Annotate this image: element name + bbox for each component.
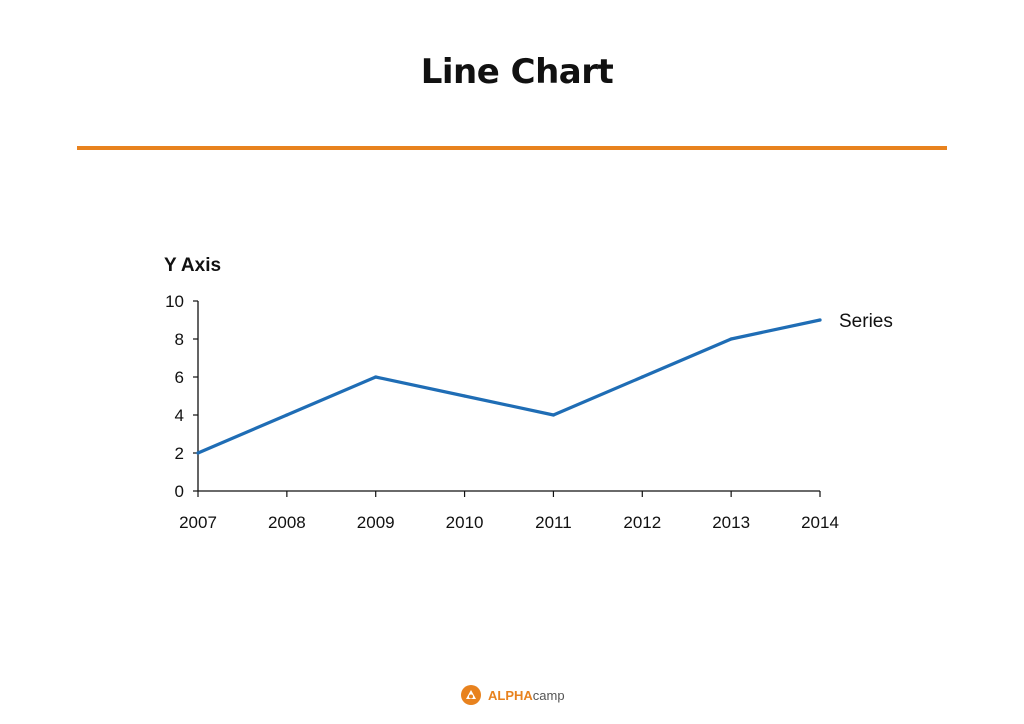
data-point bbox=[462, 394, 467, 398]
series-line bbox=[196, 318, 822, 455]
footer-brand-text: ALPHAcamp bbox=[488, 687, 565, 703]
x-tick-label: 2013 bbox=[712, 513, 750, 532]
y-tick-label: 8 bbox=[175, 330, 184, 349]
x-tick-label: 2009 bbox=[357, 513, 395, 532]
footer-logo: ALPHAcamp bbox=[460, 684, 565, 706]
x-tick-label: 2014 bbox=[801, 513, 839, 532]
data-point bbox=[551, 413, 556, 417]
y-tick-label: 2 bbox=[175, 444, 184, 463]
x-tick-label: 2011 bbox=[535, 513, 572, 532]
data-point bbox=[285, 413, 289, 417]
series-label: Series bbox=[839, 311, 893, 332]
series-lines: Series bbox=[196, 311, 893, 455]
slide-title: Line Chart bbox=[420, 52, 614, 92]
x-tick-label: 2008 bbox=[268, 513, 306, 532]
y-tick-label: 6 bbox=[175, 368, 184, 387]
x-tick-label: 2012 bbox=[623, 513, 661, 532]
x-tick-label: 2010 bbox=[446, 513, 484, 532]
y-tick-label: 10 bbox=[165, 292, 184, 311]
data-point bbox=[729, 337, 733, 341]
title-divider bbox=[77, 146, 947, 150]
x-tick-label: 2007 bbox=[179, 513, 217, 532]
data-point bbox=[374, 375, 378, 379]
y-tick-label: 0 bbox=[175, 482, 184, 501]
data-point bbox=[640, 375, 644, 379]
axes: 0 2 4 6 8 10 2007 2008 2009 2010 2011 2012 2013 2014 bbox=[165, 292, 839, 532]
data-point bbox=[196, 451, 200, 455]
y-axis-title: Y Axis bbox=[164, 255, 221, 276]
data-point bbox=[818, 318, 822, 322]
alphacamp-logo-icon bbox=[461, 685, 481, 705]
y-tick-label: 4 bbox=[175, 406, 184, 425]
